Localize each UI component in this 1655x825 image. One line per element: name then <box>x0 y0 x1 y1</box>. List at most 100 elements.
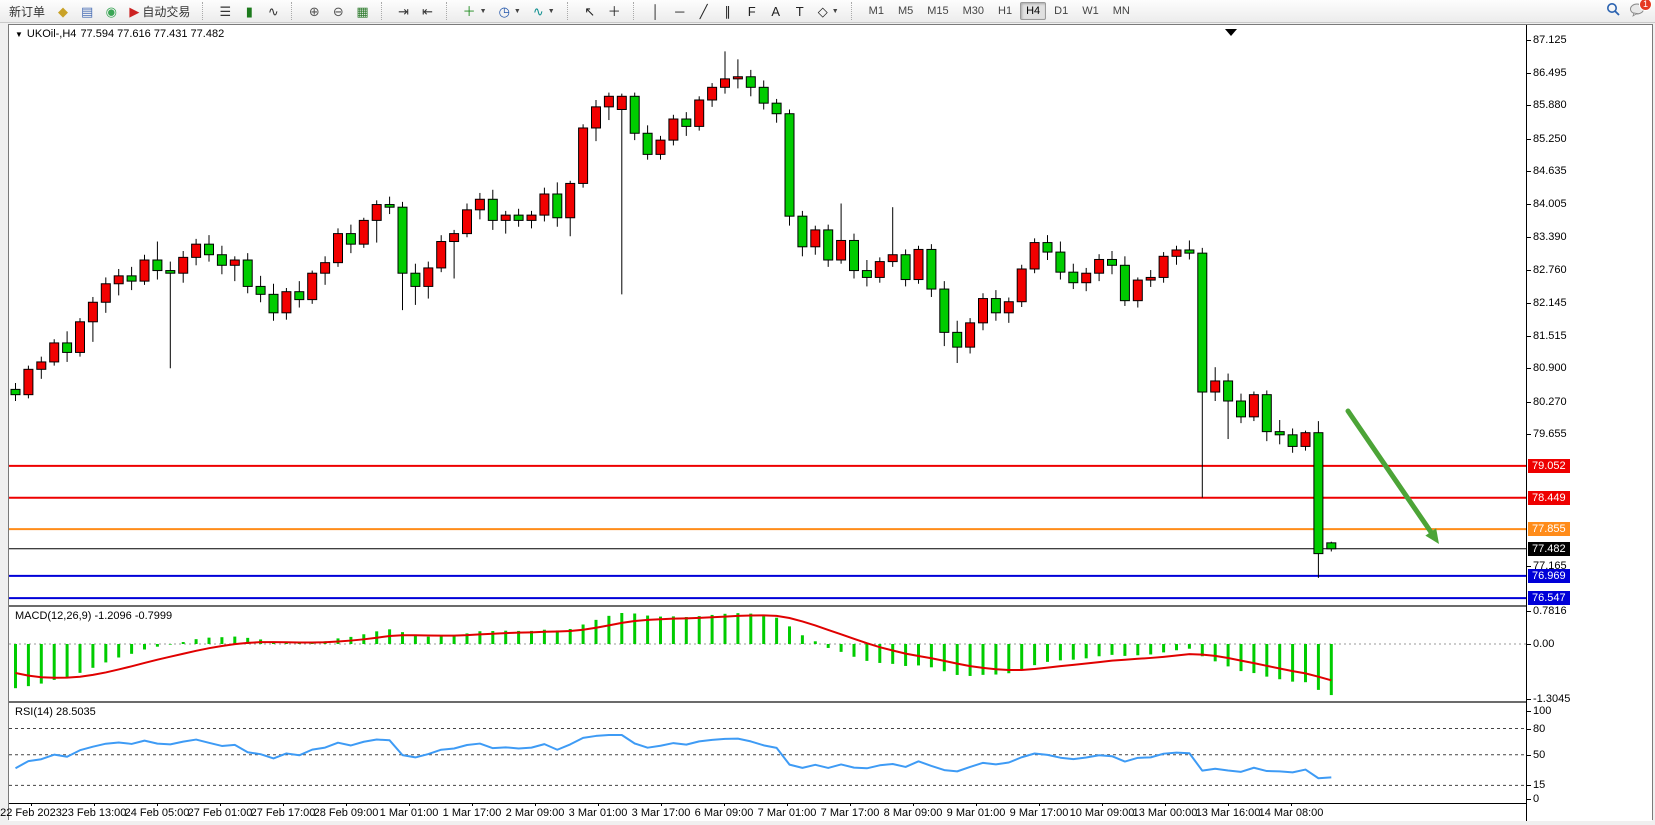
dropdown-caret-icon: ▼ <box>831 7 839 15</box>
status-strip <box>0 821 1655 825</box>
price-tick-mark <box>1527 105 1531 106</box>
time-axis-label: 9 Mar 01:00 <box>946 807 1006 819</box>
bar-chart-icon[interactable]: ☰ <box>214 1 236 21</box>
zoom-out-icon: ⊖ <box>332 3 344 19</box>
price-tick-mark <box>1527 237 1531 238</box>
time-tick-mark <box>1165 803 1166 806</box>
zoom-in-icon[interactable]: ⊕ <box>303 1 325 21</box>
signal-icon[interactable]: ◉ <box>100 1 122 21</box>
time-tick-mark <box>661 803 662 806</box>
time-tick-mark <box>535 803 536 806</box>
price-tick-mark <box>1527 40 1531 41</box>
macd-indicator-plot[interactable] <box>9 607 1528 701</box>
time-axis-label: 8 Mar 09:00 <box>883 807 943 819</box>
new-chart-icon[interactable]: ＋ ▼ <box>458 1 492 21</box>
rsi-indicator-plot[interactable] <box>9 703 1528 803</box>
timeframe-button-m30[interactable]: M30 <box>962 5 985 17</box>
zoom-out-icon[interactable]: ⊖ <box>327 1 349 21</box>
price-level-label: 76.547 <box>1528 591 1570 605</box>
macd-label: MACD(12,26,9) -1.2096 -0.7999 <box>15 610 173 622</box>
zoom-in-icon: ⊕ <box>308 3 320 19</box>
notifications-icon[interactable]: 1 <box>1629 0 1652 20</box>
periods-icon: ◷ <box>498 3 510 19</box>
price-tick-label: 80 <box>1533 723 1546 735</box>
time-axis-label: 1 Mar 17:00 <box>442 807 502 819</box>
timeframe-button-mn[interactable]: MN <box>1112 5 1130 17</box>
timeframe-button-h4[interactable]: H4 <box>1020 2 1047 20</box>
price-tick-label: -1.3045 <box>1533 693 1571 705</box>
trendline-icon[interactable]: ╱ <box>693 1 715 21</box>
horizontal-line-icon[interactable]: ─ <box>669 1 691 21</box>
chart-shift-icon: ⇤ <box>422 3 434 19</box>
notification-badge: 1 <box>1639 0 1652 11</box>
toolbar-separator <box>202 2 209 20</box>
panel-separator[interactable] <box>9 701 1528 703</box>
price-tick-mark <box>1527 566 1531 567</box>
price-tick-label: 0 <box>1533 793 1540 805</box>
bar-chart-icon: ☰ <box>219 3 232 19</box>
tile-windows-icon[interactable]: ▦ <box>351 1 373 21</box>
timeframe-button-m1[interactable]: M1 <box>868 5 884 17</box>
price-chart-plot[interactable] <box>9 25 1528 605</box>
dropdown-caret-icon: ▼ <box>547 7 555 15</box>
price-tick-mark <box>1527 270 1531 271</box>
cursor-icon[interactable]: ↖ <box>579 1 601 21</box>
time-tick-mark <box>1039 803 1040 806</box>
crosshair-icon[interactable]: ＋ <box>603 1 626 21</box>
timeframe-button-m15[interactable]: M15 <box>927 5 949 17</box>
arrows-icon[interactable]: ◇ ▼ <box>813 1 844 21</box>
text-label-icon[interactable]: T <box>789 1 811 21</box>
time-tick-mark <box>598 803 599 806</box>
chevron-down-icon[interactable]: ▼ <box>15 29 23 39</box>
auto-scroll-icon: ⇥ <box>398 3 410 19</box>
gold-symbol-icon[interactable]: ◆ <box>52 1 74 21</box>
price-tick-label: 86.495 <box>1533 67 1567 79</box>
price-level-label: 77.482 <box>1528 542 1570 556</box>
time-axis-label: 10 Mar 09:00 <box>1069 807 1135 819</box>
line-chart-icon[interactable]: ∿ <box>262 1 284 21</box>
timeframe-button-w1[interactable]: W1 <box>1082 5 1099 17</box>
indicators-icon[interactable]: ∿ ▼ <box>528 1 560 21</box>
chart-shift-icon[interactable]: ⇤ <box>417 1 439 21</box>
timeframe-button-h1[interactable]: H1 <box>998 5 1013 17</box>
auto-scroll-icon[interactable]: ⇥ <box>393 1 415 21</box>
toolbar-separator <box>632 2 640 20</box>
autotrade-button[interactable]: ▶ 自动交易 <box>129 3 191 19</box>
main-toolbar: 新订单 ◆ ▤ ◉ ▶ 自动交易 ☰ ▮ ∿ ⊕ ⊖ ▦ ⇥ ⇤ ＋ ▼ ◷ ▼ ∿ ▼ ↖ ＋ │ ─ ╱ ∥ F A T ◇ ▼ M1 M5… <box>0 0 1655 23</box>
text-icon[interactable]: A <box>765 1 787 21</box>
trendline-icon: ╱ <box>699 3 708 19</box>
text-label-icon: T <box>795 3 804 19</box>
price-tick-mark <box>1527 336 1531 337</box>
timeframe-button-m5[interactable]: M5 <box>897 5 914 17</box>
vertical-line-icon[interactable]: │ <box>645 1 667 21</box>
time-axis-label: 6 Mar 09:00 <box>694 807 754 819</box>
gold-symbol-icon: ◆ <box>58 3 69 19</box>
charts-window-icon[interactable]: ▤ <box>76 1 98 21</box>
price-tick-mark <box>1527 139 1531 140</box>
dropdown-caret-icon: ▼ <box>513 7 521 15</box>
price-level-label: 77.855 <box>1528 522 1570 536</box>
equidistant-channel-icon[interactable]: ∥ <box>717 1 739 21</box>
panel-separator[interactable] <box>9 605 1528 607</box>
periods-icon[interactable]: ◷ ▼ <box>494 1 526 21</box>
autotrade-icon: ▶ <box>129 3 140 19</box>
time-axis-label: 3 Mar 01:00 <box>568 807 628 819</box>
time-axis-label: 28 Feb 09:00 <box>313 807 379 819</box>
timeframe-button-d1[interactable]: D1 <box>1054 5 1069 17</box>
time-tick-mark <box>157 803 158 806</box>
search-icon[interactable] <box>1606 2 1621 20</box>
price-tick-mark <box>1527 434 1531 435</box>
time-axis-label: 13 Mar 00:00 <box>1132 807 1198 819</box>
price-axis[interactable]: 87.125 86.495 85.880 85.250 84.635 84.005 83.3… <box>1526 25 1652 821</box>
new-order-button[interactable]: 新订单 <box>9 4 46 19</box>
time-tick-mark <box>850 803 851 806</box>
time-axis-label: 22 Feb 2023 <box>0 807 62 819</box>
time-axis-label: 14 Mar 08:00 <box>1258 807 1324 819</box>
time-axis-label: 1 Mar 01:00 <box>379 807 439 819</box>
price-tick-label: 82.145 <box>1533 297 1567 309</box>
candlestick-chart-icon[interactable]: ▮ <box>238 1 260 21</box>
time-axis-label: 27 Feb 01:00 <box>187 807 253 819</box>
fibonacci-icon[interactable]: F <box>741 1 763 21</box>
time-axis[interactable]: 22 Feb 2023 23 Feb 13:00 24 Feb 05:00 27 Fe… <box>0 803 1528 821</box>
chart-title: ▼ UKOil-,H4 77.594 77.616 77.431 77.482 <box>15 28 224 40</box>
